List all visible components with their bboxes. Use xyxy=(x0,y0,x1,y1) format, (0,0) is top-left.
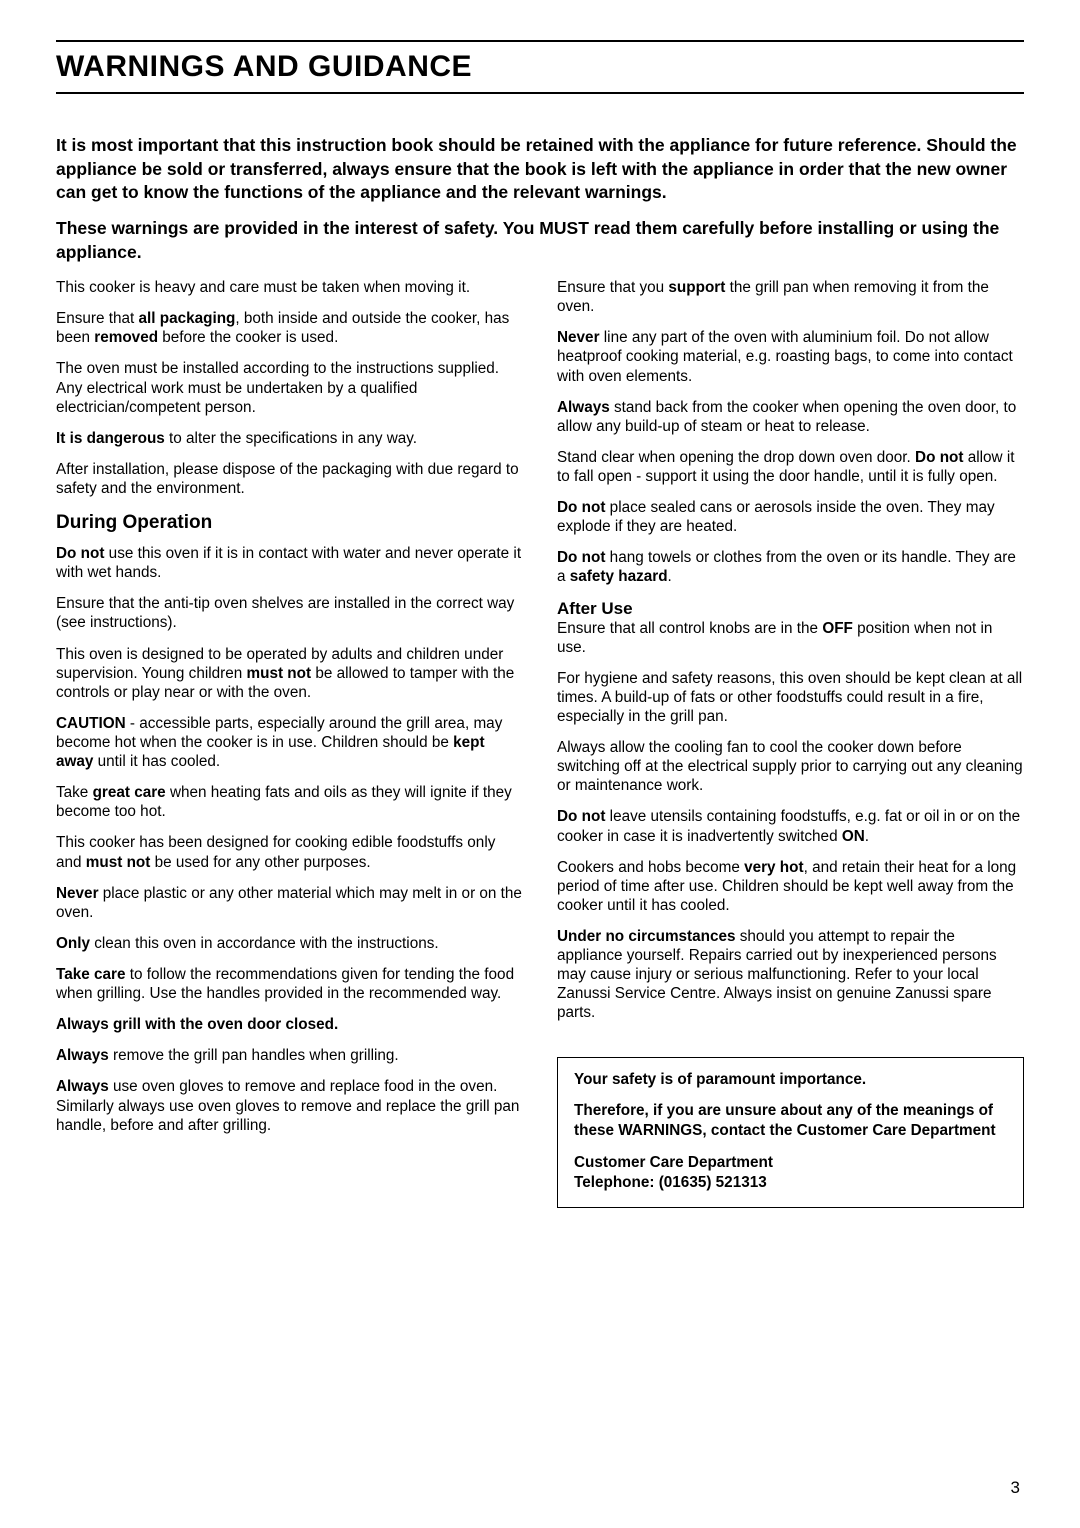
body-text: After installation, please dispose of th… xyxy=(56,460,523,498)
body-text: Ensure that all packaging, both inside a… xyxy=(56,309,523,347)
body-text: Always stand back from the cooker when o… xyxy=(557,398,1024,436)
body-text: This oven is designed to be operated by … xyxy=(56,645,523,702)
body-text: For hygiene and safety reasons, this ove… xyxy=(557,669,1024,726)
intro-section: It is most important that this instructi… xyxy=(56,134,1024,264)
safety-notice-box: Your safety is of paramount importance. … xyxy=(557,1057,1024,1208)
body-text: Do not leave utensils containing foodstu… xyxy=(557,807,1024,845)
body-text: The oven must be installed according to … xyxy=(56,359,523,416)
body-text: Always remove the grill pan handles when… xyxy=(56,1046,523,1065)
intro-paragraph-1: It is most important that this instructi… xyxy=(56,134,1024,205)
body-text: Stand clear when opening the drop down o… xyxy=(557,448,1024,486)
body-text: Only clean this oven in accordance with … xyxy=(56,934,523,953)
body-text: CAUTION - accessible parts, especially a… xyxy=(56,714,523,771)
body-text: Always use oven gloves to remove and rep… xyxy=(56,1077,523,1134)
body-text: This cooker is heavy and care must be ta… xyxy=(56,278,523,297)
body-text: Do not place sealed cans or aerosols ins… xyxy=(557,498,1024,536)
intro-paragraph-2: These warnings are provided in the inter… xyxy=(56,217,1024,264)
body-text: Ensure that all control knobs are in the… xyxy=(557,619,1024,657)
body-text: Cookers and hobs become very hot, and re… xyxy=(557,858,1024,915)
left-column: This cooker is heavy and care must be ta… xyxy=(56,278,523,1208)
page-title: WARNINGS AND GUIDANCE xyxy=(56,48,1024,86)
body-text: Always allow the cooling fan to cool the… xyxy=(557,738,1024,795)
body-text: Take care to follow the recommendations … xyxy=(56,965,523,1003)
body-text: Ensure that the anti-tip oven shelves ar… xyxy=(56,594,523,632)
during-operation-heading: During Operation xyxy=(56,512,523,534)
title-rule-bottom xyxy=(56,92,1024,94)
safety-contact: Customer Care DepartmentTelephone: (0163… xyxy=(574,1153,1007,1193)
body-text: Never line any part of the oven with alu… xyxy=(557,328,1024,385)
body-text: Ensure that you support the grill pan wh… xyxy=(557,278,1024,316)
right-column: Ensure that you support the grill pan wh… xyxy=(557,278,1024,1208)
body-text: This cooker has been designed for cookin… xyxy=(56,833,523,871)
body-text: It is dangerous to alter the specificati… xyxy=(56,429,523,448)
content-columns: This cooker is heavy and care must be ta… xyxy=(56,278,1024,1208)
title-rule-top xyxy=(56,40,1024,42)
body-text: Always grill with the oven door closed. xyxy=(56,1015,523,1034)
body-text: Never place plastic or any other materia… xyxy=(56,884,523,922)
safety-text: Therefore, if you are unsure about any o… xyxy=(574,1101,1007,1141)
page-number: 3 xyxy=(1011,1478,1020,1498)
body-text: Take great care when heating fats and oi… xyxy=(56,783,523,821)
after-use-heading: After Use xyxy=(557,599,1024,619)
body-text: Do not hang towels or clothes from the o… xyxy=(557,548,1024,586)
body-text: Do not use this oven if it is in contact… xyxy=(56,544,523,582)
safety-text: Your safety is of paramount importance. xyxy=(574,1070,1007,1090)
body-text: Under no circumstances should you attemp… xyxy=(557,927,1024,1023)
